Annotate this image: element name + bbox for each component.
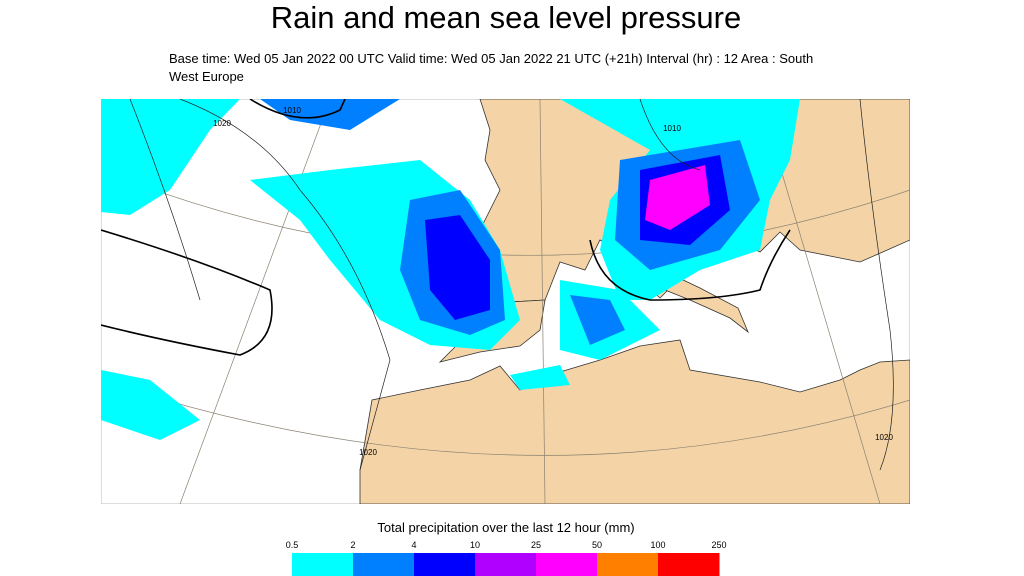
legend-tick-label: 50 xyxy=(592,540,602,550)
color-segment xyxy=(353,553,415,576)
legend-tick-label: 250 xyxy=(711,540,726,550)
graticule xyxy=(101,99,910,504)
map: 1010 1020 1010 1020 1020 xyxy=(101,99,910,504)
isobar-label: 1020 xyxy=(875,433,893,442)
legend-tick-label: 0.5 xyxy=(286,540,299,550)
color-segment xyxy=(536,553,598,576)
color-segment xyxy=(292,553,354,576)
isobar-label: 1010 xyxy=(283,106,301,115)
color-segment xyxy=(597,553,659,576)
legend-tick-label: 10 xyxy=(470,540,480,550)
color-segment xyxy=(475,553,537,576)
africa xyxy=(359,339,910,504)
isobars-thin xyxy=(129,99,894,471)
legend-tick-label: 100 xyxy=(650,540,665,550)
color-segment xyxy=(414,553,476,576)
precipitation xyxy=(101,99,800,440)
subtitle: Base time: Wed 05 Jan 2022 00 UTC Valid … xyxy=(169,51,814,84)
legend-tick-label: 4 xyxy=(411,540,416,550)
legend: Total precipitation over the last 12 hou… xyxy=(286,520,727,576)
legend-tick-label: 2 xyxy=(350,540,355,550)
isobar-label: 1020 xyxy=(359,448,377,457)
legend-title: Total precipitation over the last 12 hou… xyxy=(377,520,634,535)
isobar-label: 1010 xyxy=(663,124,681,133)
color-segment xyxy=(658,553,720,576)
isobars xyxy=(101,99,791,356)
legend-tick-label: 25 xyxy=(531,540,541,550)
title: Rain and mean sea level pressure xyxy=(270,0,742,35)
isobar-label: 1020 xyxy=(213,119,231,128)
